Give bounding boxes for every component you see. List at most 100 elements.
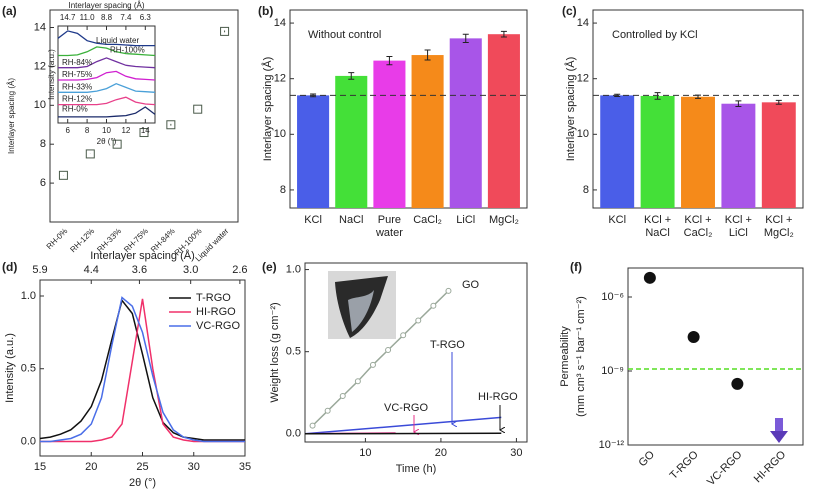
x-tick-label: 14.7: [60, 13, 76, 22]
legend-label: T-RGO: [196, 292, 231, 304]
series-line: [58, 57, 156, 69]
x2-axis-label: Interlayer spacing (Å): [90, 249, 195, 262]
inset-x-label: 2θ (°): [97, 137, 117, 146]
x-tick-label: 25: [136, 461, 148, 473]
x-tick-label: 12: [121, 126, 130, 135]
error-bar: [735, 100, 742, 107]
data-point: [309, 422, 316, 429]
series-line: [304, 432, 502, 435]
inset-photo: [328, 271, 396, 339]
data-point: [166, 120, 176, 130]
panel-label: (f): [570, 260, 582, 274]
x-tick-label: 35: [239, 461, 251, 473]
data-point: [139, 128, 149, 138]
data-point: [354, 378, 361, 385]
x-tick-label: 11.0: [80, 13, 96, 22]
y-tick-label: 14: [577, 17, 589, 29]
x-tick-label: NaCl: [339, 214, 363, 226]
data-point: [445, 287, 452, 294]
y-tick-label: 0.5: [21, 363, 36, 375]
y-tick-label: 6: [40, 177, 46, 189]
x-tick-label: 15: [34, 461, 46, 473]
y-axis-label: Interlayer spacing (Å): [261, 57, 274, 162]
series-line: [40, 296, 245, 443]
x-tick-label: 3.0: [183, 264, 198, 276]
error-bar: [462, 33, 469, 44]
x-tick-label: 10: [359, 447, 371, 459]
y-tick-label: 10: [577, 128, 589, 140]
annotation: Without control: [308, 29, 381, 41]
x-axis-label: Time (h): [396, 463, 437, 475]
y-tick-label: 10: [34, 99, 46, 111]
series-line: [39, 298, 245, 441]
series-label: RH-75%: [62, 70, 92, 79]
x-tick-label: 14: [141, 126, 150, 135]
y-tick-label: 0.0: [286, 428, 301, 440]
y-axis-label: Intensity (a.u.): [4, 333, 16, 403]
bar: [449, 38, 482, 208]
x-tick-label: 30: [510, 447, 522, 459]
x-tick-label: 3.6: [132, 264, 147, 276]
x-tick-label: KCl: [608, 214, 626, 226]
series-annotation: HI-RGO: [478, 391, 518, 403]
data-point: [85, 149, 95, 159]
y-tick-label: 10⁻⁹: [601, 365, 624, 377]
x-tick-label: 8.8: [101, 13, 113, 22]
x-tick-label: 4.4: [84, 264, 99, 276]
y-tick-label: 14: [34, 21, 46, 33]
series-annotation: VC-RGO: [384, 402, 428, 414]
series-annotation: T-RGO: [430, 339, 465, 351]
bar: [487, 34, 520, 209]
series-label: RH-33%: [62, 82, 92, 91]
x-tick-label: CaCl₂: [413, 214, 442, 226]
error-bar: [348, 72, 355, 80]
data-point: [324, 407, 331, 414]
series-line: [58, 82, 156, 93]
series-annotation: GO: [462, 279, 480, 291]
data-point: [415, 317, 422, 324]
panel-label: (b): [258, 4, 273, 18]
bar: [411, 55, 444, 208]
y-tick-label: 8: [280, 184, 286, 196]
y-tick-label: 8: [40, 138, 46, 150]
data-point: [430, 302, 437, 309]
y-tick-label: 10: [274, 128, 286, 140]
x-tick-label: 6.3: [140, 13, 152, 22]
bar: [721, 103, 756, 208]
x-tick-label: Pure: [378, 214, 401, 226]
series-label: RH-100%: [110, 46, 145, 55]
x-tick-label: KCl: [304, 214, 322, 226]
plot-frame: [289, 9, 528, 209]
y-tick-label: 12: [274, 73, 286, 85]
series-line: [58, 46, 156, 57]
bar: [681, 96, 715, 208]
data-point: [400, 332, 407, 339]
y-tick-label: 0.5: [286, 346, 301, 358]
x-tick-label: VC-RGO: [705, 448, 745, 488]
panel-label: (c): [562, 4, 577, 18]
x-tick-label: MgCl₂: [764, 227, 794, 239]
y-tick-label: 14: [274, 17, 286, 29]
x-axis-label: 2θ (°): [129, 477, 156, 489]
x-tick-label: KCl +: [644, 214, 671, 226]
data-point: [220, 26, 230, 36]
x-tick-label: KCl +: [765, 214, 792, 226]
data-point: [385, 347, 392, 354]
panel-label: (a): [2, 4, 17, 18]
legend-label: HI-RGO: [196, 306, 236, 318]
y-tick-label: 8: [583, 184, 589, 196]
x-tick-label: 2.6: [232, 264, 247, 276]
inset-x2-label: Interlayer spacing (Å): [68, 1, 144, 10]
series-line: [58, 106, 156, 118]
x-tick-label: GO: [636, 448, 657, 469]
x-tick-label: NaCl: [645, 227, 669, 239]
error-bar: [386, 55, 393, 66]
bar: [761, 102, 796, 208]
x-tick-label: KCl +: [684, 214, 711, 226]
below-detection-arrow: [770, 418, 788, 443]
error-bar: [775, 99, 782, 105]
x-tick-label: LiCl: [729, 227, 748, 239]
x-tick-label: MgCl₂: [489, 214, 519, 226]
error-bar: [654, 92, 661, 100]
